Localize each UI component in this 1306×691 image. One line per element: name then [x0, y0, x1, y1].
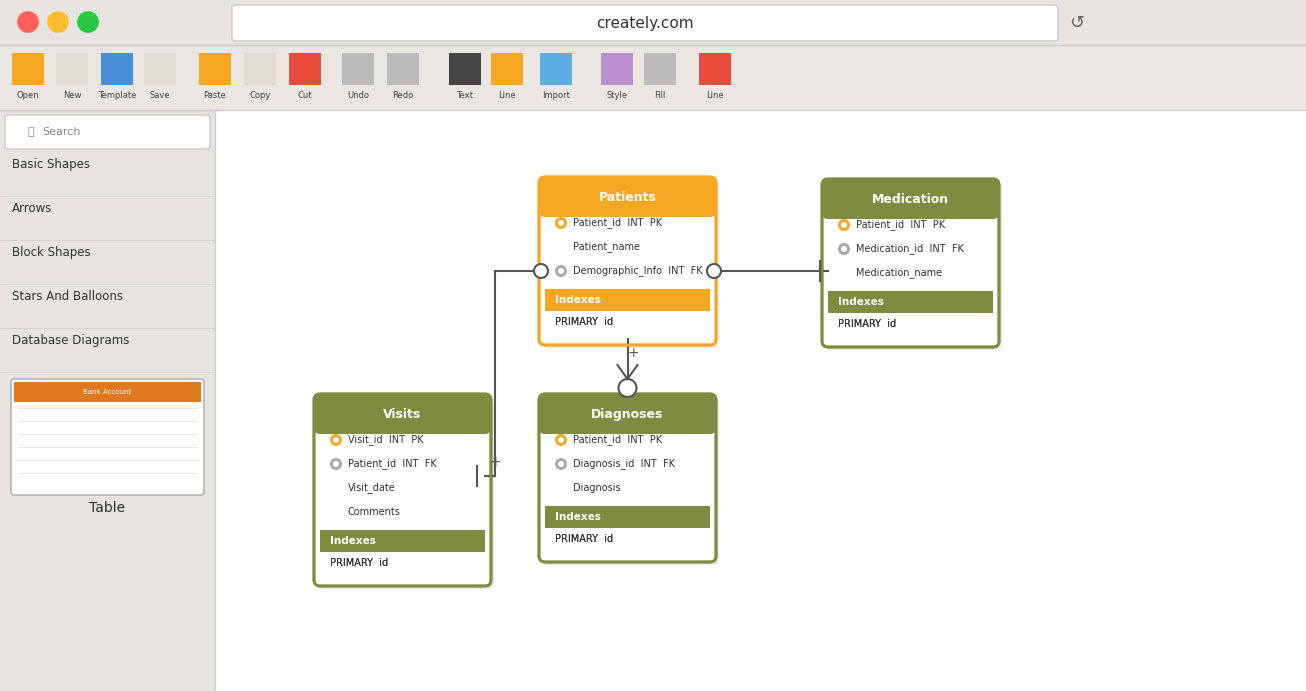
FancyBboxPatch shape [542, 180, 720, 348]
Text: Medication_name: Medication_name [855, 267, 942, 278]
Text: Visit_id  INT  PK: Visit_id INT PK [347, 435, 423, 446]
Bar [545, 414, 710, 430]
Text: Diagnosis_id  INT  FK: Diagnosis_id INT FK [573, 459, 675, 469]
Text: Block Shapes: Block Shapes [12, 245, 90, 258]
Text: Patients: Patients [598, 191, 657, 204]
FancyBboxPatch shape [539, 394, 716, 562]
Bar [828, 199, 993, 215]
FancyBboxPatch shape [10, 379, 204, 495]
Bar [545, 289, 710, 311]
Bar [244, 53, 276, 85]
Text: Indexes: Indexes [838, 297, 884, 307]
Circle shape [333, 461, 340, 467]
Circle shape [558, 437, 564, 443]
Text: PRIMARY  id: PRIMARY id [838, 319, 896, 329]
Text: Demographic_Info  INT  FK: Demographic_Info INT FK [573, 265, 703, 276]
Text: PRIMARY  id: PRIMARY id [330, 558, 388, 568]
Bar [449, 53, 481, 85]
Text: Patient_id  INT  PK: Patient_id INT PK [573, 218, 662, 229]
Text: Indexes: Indexes [555, 512, 601, 522]
Circle shape [558, 461, 564, 467]
Text: Patient_name: Patient_name [573, 242, 640, 252]
Bar [539, 53, 572, 85]
Bar [0, 110, 215, 691]
Circle shape [18, 12, 38, 32]
Text: New: New [63, 91, 81, 100]
Text: +: + [628, 346, 640, 360]
Bar [545, 311, 710, 333]
Text: Line: Line [707, 91, 724, 100]
Circle shape [555, 434, 567, 446]
Circle shape [619, 379, 636, 397]
Circle shape [333, 437, 340, 443]
Bar [12, 53, 44, 85]
Text: Undo: Undo [347, 91, 370, 100]
Text: ↺: ↺ [1070, 14, 1084, 32]
Bar [14, 382, 201, 402]
Text: PRIMARY  id: PRIMARY id [330, 558, 388, 568]
Circle shape [838, 219, 850, 231]
Bar [644, 53, 677, 85]
Bar [0, 45, 1306, 110]
Bar [215, 110, 1306, 691]
Text: creately.com: creately.com [596, 15, 693, 30]
Text: PRIMARY  id: PRIMARY id [555, 317, 613, 327]
Circle shape [534, 264, 549, 278]
Text: Cut: Cut [298, 91, 312, 100]
Text: Template: Template [98, 91, 136, 100]
Bar [699, 53, 731, 85]
FancyBboxPatch shape [539, 177, 716, 345]
Circle shape [330, 434, 342, 446]
FancyBboxPatch shape [317, 397, 494, 589]
Text: Visits: Visits [384, 408, 422, 421]
Text: PRIMARY  id: PRIMARY id [555, 534, 613, 544]
FancyBboxPatch shape [5, 115, 210, 149]
Bar [342, 53, 374, 85]
Text: Arrows: Arrows [12, 202, 52, 214]
Bar [387, 53, 419, 85]
Circle shape [707, 264, 721, 278]
FancyBboxPatch shape [825, 182, 1002, 350]
Text: Import: Import [542, 91, 569, 100]
Text: Style: Style [606, 91, 628, 100]
Text: Copy: Copy [249, 91, 270, 100]
Text: Bank Account: Bank Account [84, 389, 132, 395]
Bar [144, 53, 176, 85]
Text: Table: Table [89, 501, 125, 515]
FancyBboxPatch shape [313, 394, 491, 586]
Text: +: + [490, 455, 500, 469]
FancyBboxPatch shape [821, 179, 999, 219]
Text: Paste: Paste [204, 91, 226, 100]
Circle shape [330, 458, 342, 470]
Circle shape [558, 268, 564, 274]
Circle shape [555, 265, 567, 277]
Text: Open: Open [17, 91, 39, 100]
Bar [320, 414, 485, 430]
Circle shape [558, 220, 564, 226]
Text: 🔍: 🔍 [27, 127, 35, 137]
Bar [545, 309, 710, 333]
FancyBboxPatch shape [539, 177, 716, 217]
FancyBboxPatch shape [539, 394, 716, 434]
FancyBboxPatch shape [542, 397, 720, 565]
Circle shape [841, 246, 848, 252]
Text: Indexes: Indexes [555, 295, 601, 305]
Bar [320, 552, 485, 574]
Bar [545, 528, 710, 550]
Bar [601, 53, 633, 85]
Text: Comments: Comments [347, 507, 401, 517]
Circle shape [841, 222, 848, 228]
FancyBboxPatch shape [232, 5, 1058, 41]
Circle shape [555, 217, 567, 229]
Text: Medication: Medication [872, 193, 949, 205]
Circle shape [555, 458, 567, 470]
Bar [101, 53, 133, 85]
Text: PRIMARY  id: PRIMARY id [838, 319, 896, 329]
FancyBboxPatch shape [821, 179, 999, 347]
Text: Search: Search [42, 127, 81, 137]
Text: PRIMARY  id: PRIMARY id [555, 534, 613, 544]
Text: Fill: Fill [654, 91, 666, 100]
Text: Save: Save [150, 91, 170, 100]
Text: Patient_id  INT  PK: Patient_id INT PK [855, 220, 946, 231]
